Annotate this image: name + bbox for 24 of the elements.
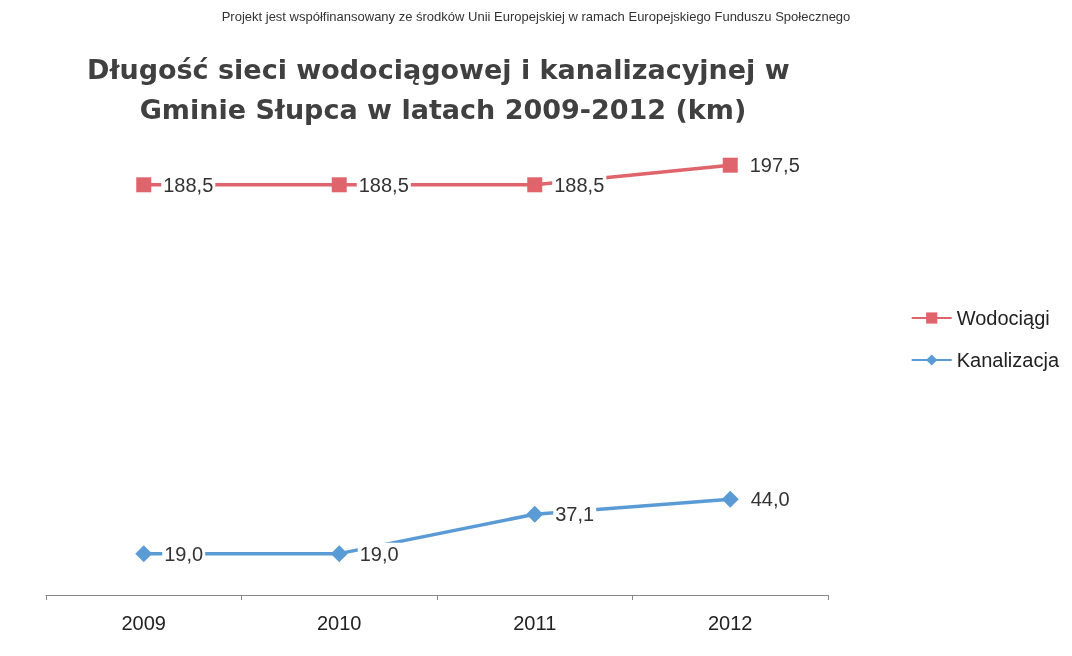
point (526, 505, 544, 523)
point (331, 177, 347, 193)
point (722, 157, 738, 173)
text: Projekt jest współfinansowany ze środków Unii Europejskiej w ramach Europejskiego Funduszu Społecznego (221, 9, 851, 24)
legend-label: Kanalizacja (956, 349, 1060, 371)
data-label: 37,1 (555, 503, 595, 526)
point (136, 177, 152, 193)
x-tick-label: 2009 (121, 612, 166, 634)
data-label: 188,5 (554, 173, 605, 196)
x-tick-label: 2010 (317, 612, 362, 634)
chart-title: Długość sieci wodociągowej i kanalizacyjnej w Gminie Słupca w latach 2009-2012 (km) (86, 53, 800, 125)
x-tick-label: 2011 (513, 612, 557, 634)
point (135, 545, 153, 563)
data-label: 197,5 (749, 154, 800, 177)
point (330, 545, 348, 563)
x-tick-label: 2012 (708, 612, 753, 634)
data-label: 19,0 (164, 542, 204, 565)
data-label: 188,5 (163, 173, 214, 196)
legend-label: Wodociągi (956, 307, 1050, 329)
point (527, 177, 543, 193)
data-label: 19,0 (359, 542, 399, 565)
data-label: 188,5 (358, 173, 409, 196)
data-label: 44,0 (750, 488, 790, 511)
point (721, 490, 739, 508)
